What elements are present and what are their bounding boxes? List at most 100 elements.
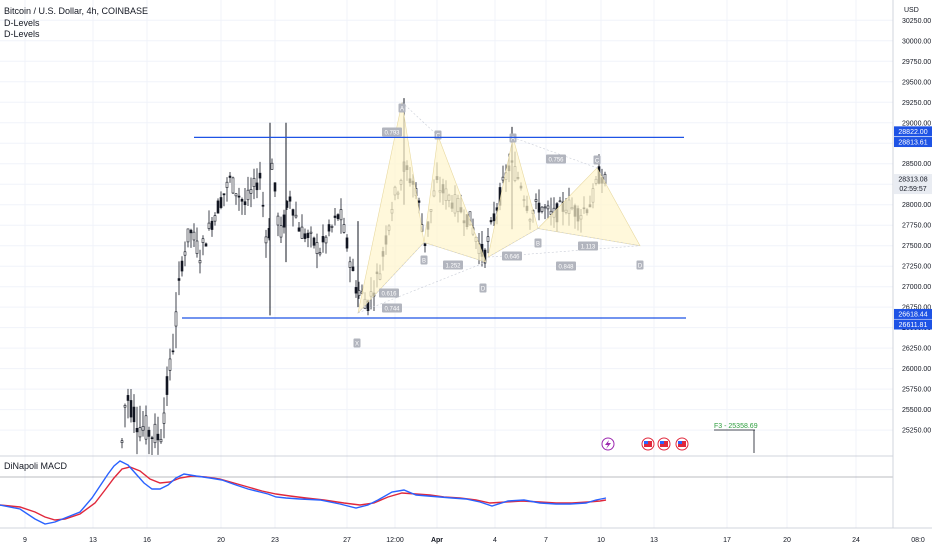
point-label: B xyxy=(422,259,426,265)
candle-body xyxy=(237,195,241,198)
candle-body xyxy=(168,358,172,371)
candle-body xyxy=(147,429,151,437)
candle-body xyxy=(282,214,286,228)
time-tick-label[interactable]: 7 xyxy=(544,537,548,544)
candle-body xyxy=(333,215,337,218)
candle-body xyxy=(129,400,133,418)
candle-body xyxy=(315,242,319,254)
candle-body xyxy=(330,226,334,228)
candle-body xyxy=(210,220,214,230)
point-label-bg xyxy=(398,103,406,113)
macd-pane: 1000.00500.000.00-500.00 xyxy=(0,437,927,525)
candle-body xyxy=(345,237,349,249)
time-tick-label[interactable]: 20 xyxy=(783,537,791,544)
symbol-title[interactable]: Bitcoin / U.S. Dollar, 4h, COINBASE xyxy=(4,6,149,16)
candle-body xyxy=(189,229,193,234)
countdown-label: 02:59:57 xyxy=(899,186,926,193)
ratio-label-bg xyxy=(379,288,399,298)
point-label-bg xyxy=(636,260,644,270)
time-tick-label[interactable]: 24 xyxy=(852,537,860,544)
pattern-2-bcd xyxy=(537,167,641,247)
candle-body xyxy=(339,209,343,221)
time-tick-label[interactable]: 4 xyxy=(493,537,497,544)
candle-body xyxy=(231,177,235,194)
ratio-label-bg xyxy=(443,260,463,270)
point-label: D xyxy=(638,264,643,270)
point-label-bg xyxy=(353,338,361,348)
time-tick-label[interactable]: 9 xyxy=(23,537,27,544)
events[interactable]: F3 - 25358.69 xyxy=(601,423,758,453)
point-label: D xyxy=(481,287,486,293)
price-tick-label: 28000.00 xyxy=(902,202,931,209)
candle-body xyxy=(309,231,313,234)
candle-body xyxy=(351,266,355,272)
candle-body xyxy=(144,415,148,440)
indicator-label[interactable]: D-Levels xyxy=(4,17,40,28)
time-tick-label[interactable]: 10 xyxy=(597,537,605,544)
candle-body xyxy=(180,260,184,272)
pattern-2-bd xyxy=(537,228,641,247)
time-tick-label[interactable]: 20 xyxy=(217,537,225,544)
price-tick-label: 29000.00 xyxy=(902,120,931,127)
candle-body xyxy=(300,226,304,239)
candle-body xyxy=(198,260,202,264)
support-lower-badge: 26611.81 xyxy=(899,322,928,329)
candle-body xyxy=(216,200,220,214)
fib-target-label[interactable]: F3 - 25358.69 xyxy=(714,423,758,430)
price-tick-label: 25750.00 xyxy=(902,387,931,394)
harmonic-pattern[interactable]: X A B C D A B C D 0.793 0.616 1.252 0.744 0.646 0.756 1… xyxy=(353,102,644,348)
candle-body xyxy=(312,237,316,246)
candle-body xyxy=(342,224,346,233)
candle-body xyxy=(174,311,178,327)
candles xyxy=(120,98,607,455)
ratio-label-bg xyxy=(502,251,522,261)
candle-body xyxy=(558,200,562,203)
time-tick-label[interactable]: 23 xyxy=(271,537,279,544)
pattern-1-xb xyxy=(357,242,425,314)
time-tick-label[interactable]: 08:0 xyxy=(911,537,925,544)
ratio-label: 0.793 xyxy=(384,131,400,137)
time-tick-label[interactable]: Apr xyxy=(431,537,443,544)
candle-body xyxy=(135,427,139,433)
point-label-bg xyxy=(534,238,542,248)
candle-body xyxy=(192,231,196,241)
price-axis-bg xyxy=(893,0,932,550)
time-tick-label[interactable]: 12:00 xyxy=(386,537,404,544)
point-label-bg xyxy=(420,255,428,265)
time-axis[interactable]: 9 13 16 20 23 27 12:00 Apr 4 7 10 13 17 20 24 08:0 xyxy=(23,537,925,544)
candle-body xyxy=(219,197,223,208)
time-tick-label[interactable]: 13 xyxy=(650,537,658,544)
macd-legend[interactable]: DiNapoli MACD xyxy=(4,461,68,471)
point-label: X xyxy=(355,342,359,348)
price-tick-label: 30250.00 xyxy=(902,18,931,25)
candle-body xyxy=(234,193,238,197)
ratio-label: 0.756 xyxy=(548,158,564,164)
resistance-lower-badge: 28813.61 xyxy=(898,140,927,147)
price-tick-label: 27500.00 xyxy=(902,243,931,250)
candle-body xyxy=(120,440,124,444)
macd-fast-line xyxy=(0,460,607,525)
candle-body xyxy=(306,232,310,238)
us-flag-canton xyxy=(660,441,664,444)
ratio-label: 0.646 xyxy=(504,255,520,261)
candle-body xyxy=(294,214,298,218)
indicator-label[interactable]: D-Levels xyxy=(4,29,40,39)
candle-body xyxy=(240,198,244,202)
candle-body xyxy=(141,426,145,431)
candle-body xyxy=(264,236,268,244)
candle-body xyxy=(288,196,292,202)
time-tick-label[interactable]: 27 xyxy=(343,537,351,544)
candle-body xyxy=(276,215,280,226)
candle-body xyxy=(501,176,505,181)
candle-body xyxy=(165,376,169,395)
time-tick-label[interactable]: 16 xyxy=(143,537,151,544)
time-tick-label[interactable]: 17 xyxy=(723,537,731,544)
time-tick-label[interactable]: 13 xyxy=(89,537,97,544)
macd-slow-line xyxy=(0,466,607,521)
point-label: A xyxy=(511,137,515,143)
levels[interactable] xyxy=(182,136,686,319)
price-tick-label: 27750.00 xyxy=(902,223,931,230)
